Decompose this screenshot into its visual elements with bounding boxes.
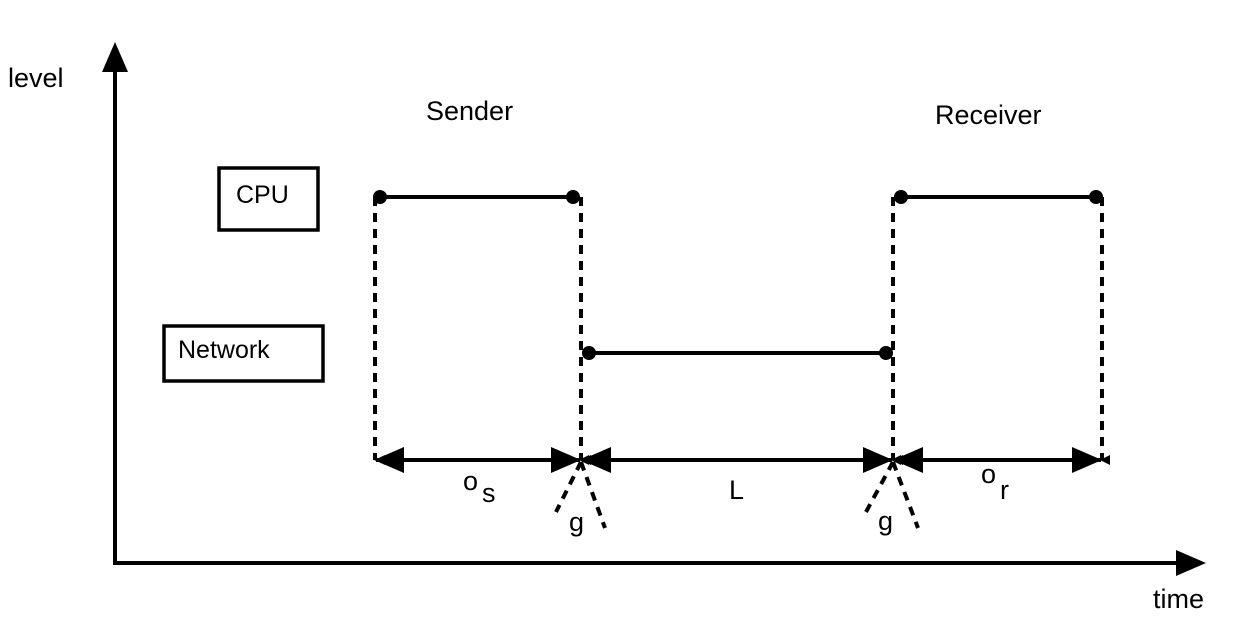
network-label: Network <box>178 336 270 364</box>
receive-overhead-sub: r <box>1000 475 1009 505</box>
network-segment <box>582 346 893 360</box>
gap-label-sender: g <box>569 507 584 537</box>
axes: level time <box>8 42 1206 614</box>
sender-cpu-segment <box>373 190 580 204</box>
send-overhead-right-head <box>551 447 581 473</box>
cpu-box-frame <box>217 166 320 232</box>
network-level-box: Network <box>162 324 325 383</box>
latency-label: L <box>729 475 744 505</box>
x-axis-label: time <box>1153 584 1204 614</box>
y-axis-arrowhead <box>102 42 128 72</box>
latency-left-head <box>581 447 611 473</box>
dashed-guides <box>373 197 1104 460</box>
cpu-label: CPU <box>236 181 289 209</box>
interval-arrows <box>374 447 1110 473</box>
receive-overhead-left-head <box>893 447 923 473</box>
receiver-cpu-segment <box>894 190 1103 204</box>
send-overhead-left-head <box>374 447 404 473</box>
send-overhead-sub: s <box>482 478 496 508</box>
y-axis-label: level <box>8 63 64 93</box>
network-box-frame <box>162 324 325 383</box>
send-overhead-main: o <box>463 466 478 496</box>
gap-fan-receiver <box>864 461 920 529</box>
latency-right-head <box>863 447 893 473</box>
gap-label-receiver: g <box>878 506 893 536</box>
network-start-dot <box>582 346 596 360</box>
cpu-level-box: CPU <box>217 166 320 232</box>
sender-label: Sender <box>426 96 513 126</box>
receiver-cpu-end-dot <box>1089 190 1103 204</box>
gap-fan-sender <box>554 461 607 529</box>
x-axis-arrowhead <box>1176 550 1206 576</box>
receiver-cpu-start-dot <box>894 190 908 204</box>
receive-overhead-right-head <box>1072 447 1102 473</box>
receive-overhead-label: or <box>981 459 1009 505</box>
network-end-dot <box>879 346 893 360</box>
receive-overhead-main: o <box>981 459 996 489</box>
receiver-label: Receiver <box>935 100 1042 130</box>
sender-cpu-end-dot <box>566 190 580 204</box>
